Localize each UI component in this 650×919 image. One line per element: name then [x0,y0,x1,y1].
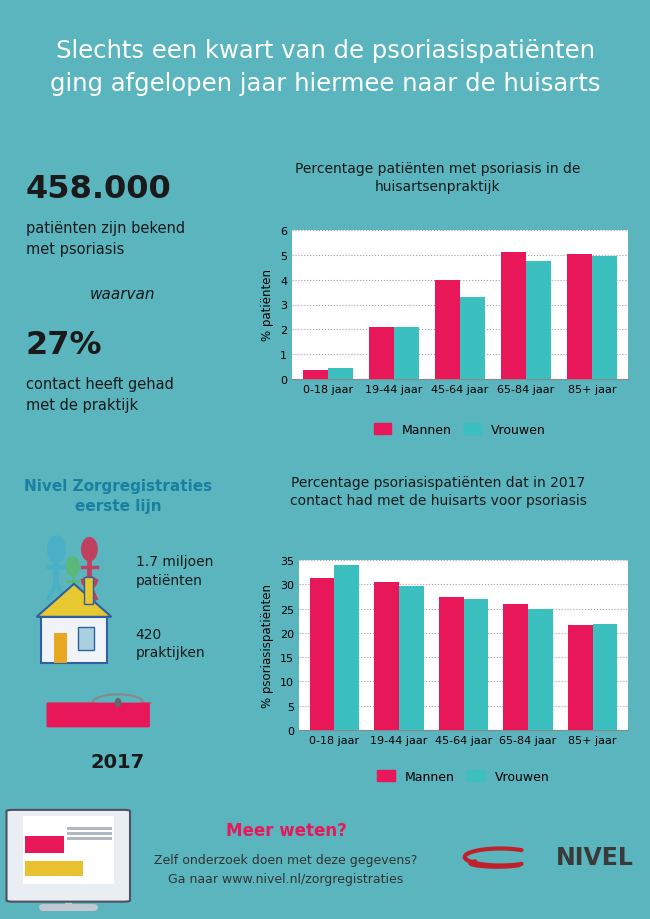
Bar [568,626,593,731]
Bar [593,624,617,731]
FancyBboxPatch shape [6,810,130,902]
Polygon shape [36,584,111,618]
Text: Nivel Zorgregistraties
eerste lijn: Nivel Zorgregistraties eerste lijn [24,479,212,514]
Bar [463,599,488,731]
Legend: Mannen, Vrouwen: Mannen, Vrouwen [369,418,551,441]
Text: waarvan: waarvan [90,287,155,301]
Bar [528,609,552,731]
Text: 458.000: 458.000 [25,174,172,204]
FancyBboxPatch shape [67,827,112,830]
FancyBboxPatch shape [84,577,93,604]
Bar [526,262,551,380]
Bar [501,253,526,380]
Text: Percentage patiënten met psoriasis in de
huisartsenpraktijk: Percentage patiënten met psoriasis in de… [295,162,580,194]
Bar [504,604,528,731]
Wedge shape [81,576,98,589]
FancyBboxPatch shape [54,633,68,664]
Bar [369,327,394,380]
FancyBboxPatch shape [25,861,83,876]
Bar [592,256,617,380]
Bar [303,371,328,380]
Text: Percentage psoriasispatiënten dat in 2017
contact had met de huisarts voor psori: Percentage psoriasispatiënten dat in 201… [289,475,586,507]
Bar [435,280,460,380]
Text: Meer weten?: Meer weten? [226,821,346,839]
FancyBboxPatch shape [67,832,112,834]
Text: contact heeft gehad
met de praktijk: contact heeft gehad met de praktijk [25,377,174,413]
FancyBboxPatch shape [25,836,64,854]
Text: Slechts een kwart van de psoriasispatiënten
ging afgelopen jaar hiermee naar de : Slechts een kwart van de psoriasispatiën… [50,40,600,96]
Bar [399,586,424,731]
Circle shape [115,698,121,707]
Circle shape [67,558,79,576]
Text: 2017: 2017 [91,753,145,772]
Circle shape [47,537,65,562]
Y-axis label: % psoriasispatiënten: % psoriasispatiënten [261,584,274,708]
Text: NIVEL: NIVEL [556,845,634,869]
Legend: Mannen, Vrouwen: Mannen, Vrouwen [372,766,554,789]
Bar [335,565,359,731]
Bar [567,255,592,380]
Text: 1.7 miljoen
patiënten: 1.7 miljoen patiënten [136,555,213,587]
FancyBboxPatch shape [79,627,94,650]
FancyBboxPatch shape [67,836,112,840]
Bar [460,298,485,380]
FancyBboxPatch shape [23,816,114,884]
Bar [374,583,399,731]
FancyBboxPatch shape [41,618,107,664]
Text: 27%: 27% [25,330,102,360]
Text: Zelf onderzoek doen met deze gegevens?
Ga naar www.nivel.nl/zorgregistraties: Zelf onderzoek doen met deze gegevens? G… [154,854,418,885]
Bar [439,597,463,731]
Bar [328,369,353,380]
Bar [310,579,335,731]
FancyBboxPatch shape [47,703,150,728]
Text: patiënten zijn bekend
met psoriasis: patiënten zijn bekend met psoriasis [25,221,185,256]
Bar [394,327,419,380]
Circle shape [82,538,97,562]
Y-axis label: % patiënten: % patiënten [261,269,274,341]
Text: 420
praktijken: 420 praktijken [136,628,205,660]
